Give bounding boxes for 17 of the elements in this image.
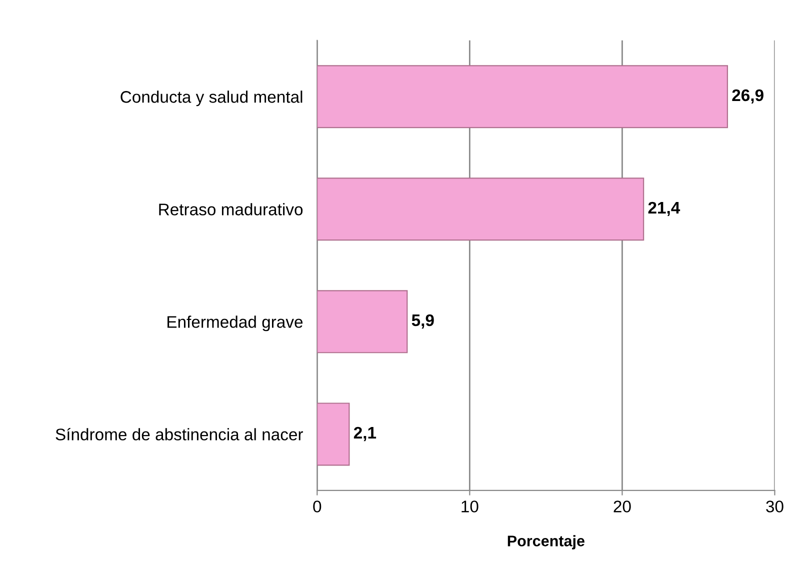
x-tick-label: 10 xyxy=(462,500,478,512)
data-label: 5,9 xyxy=(412,314,434,329)
x-tick-label: 20 xyxy=(614,500,631,512)
x-tick-label: 30 xyxy=(766,500,784,512)
data-label: 26,9 xyxy=(732,89,764,104)
x-axis-title: Porcentaje xyxy=(508,535,584,550)
data-label: 21,4 xyxy=(648,202,680,216)
y-tick-label: Síndrome de abstinencia al nacer xyxy=(56,428,304,440)
bar xyxy=(317,402,350,466)
bar xyxy=(317,178,644,241)
y-tick-label: Enfermedad grave xyxy=(168,316,303,332)
bar xyxy=(317,65,728,128)
y-tick-label: Retraso madurativo xyxy=(159,203,303,216)
data-label: 2,1 xyxy=(354,426,376,442)
y-tick-label: Conducta y salud mental xyxy=(120,90,302,106)
bar xyxy=(317,290,408,354)
x-tick-label: 0 xyxy=(313,500,322,512)
